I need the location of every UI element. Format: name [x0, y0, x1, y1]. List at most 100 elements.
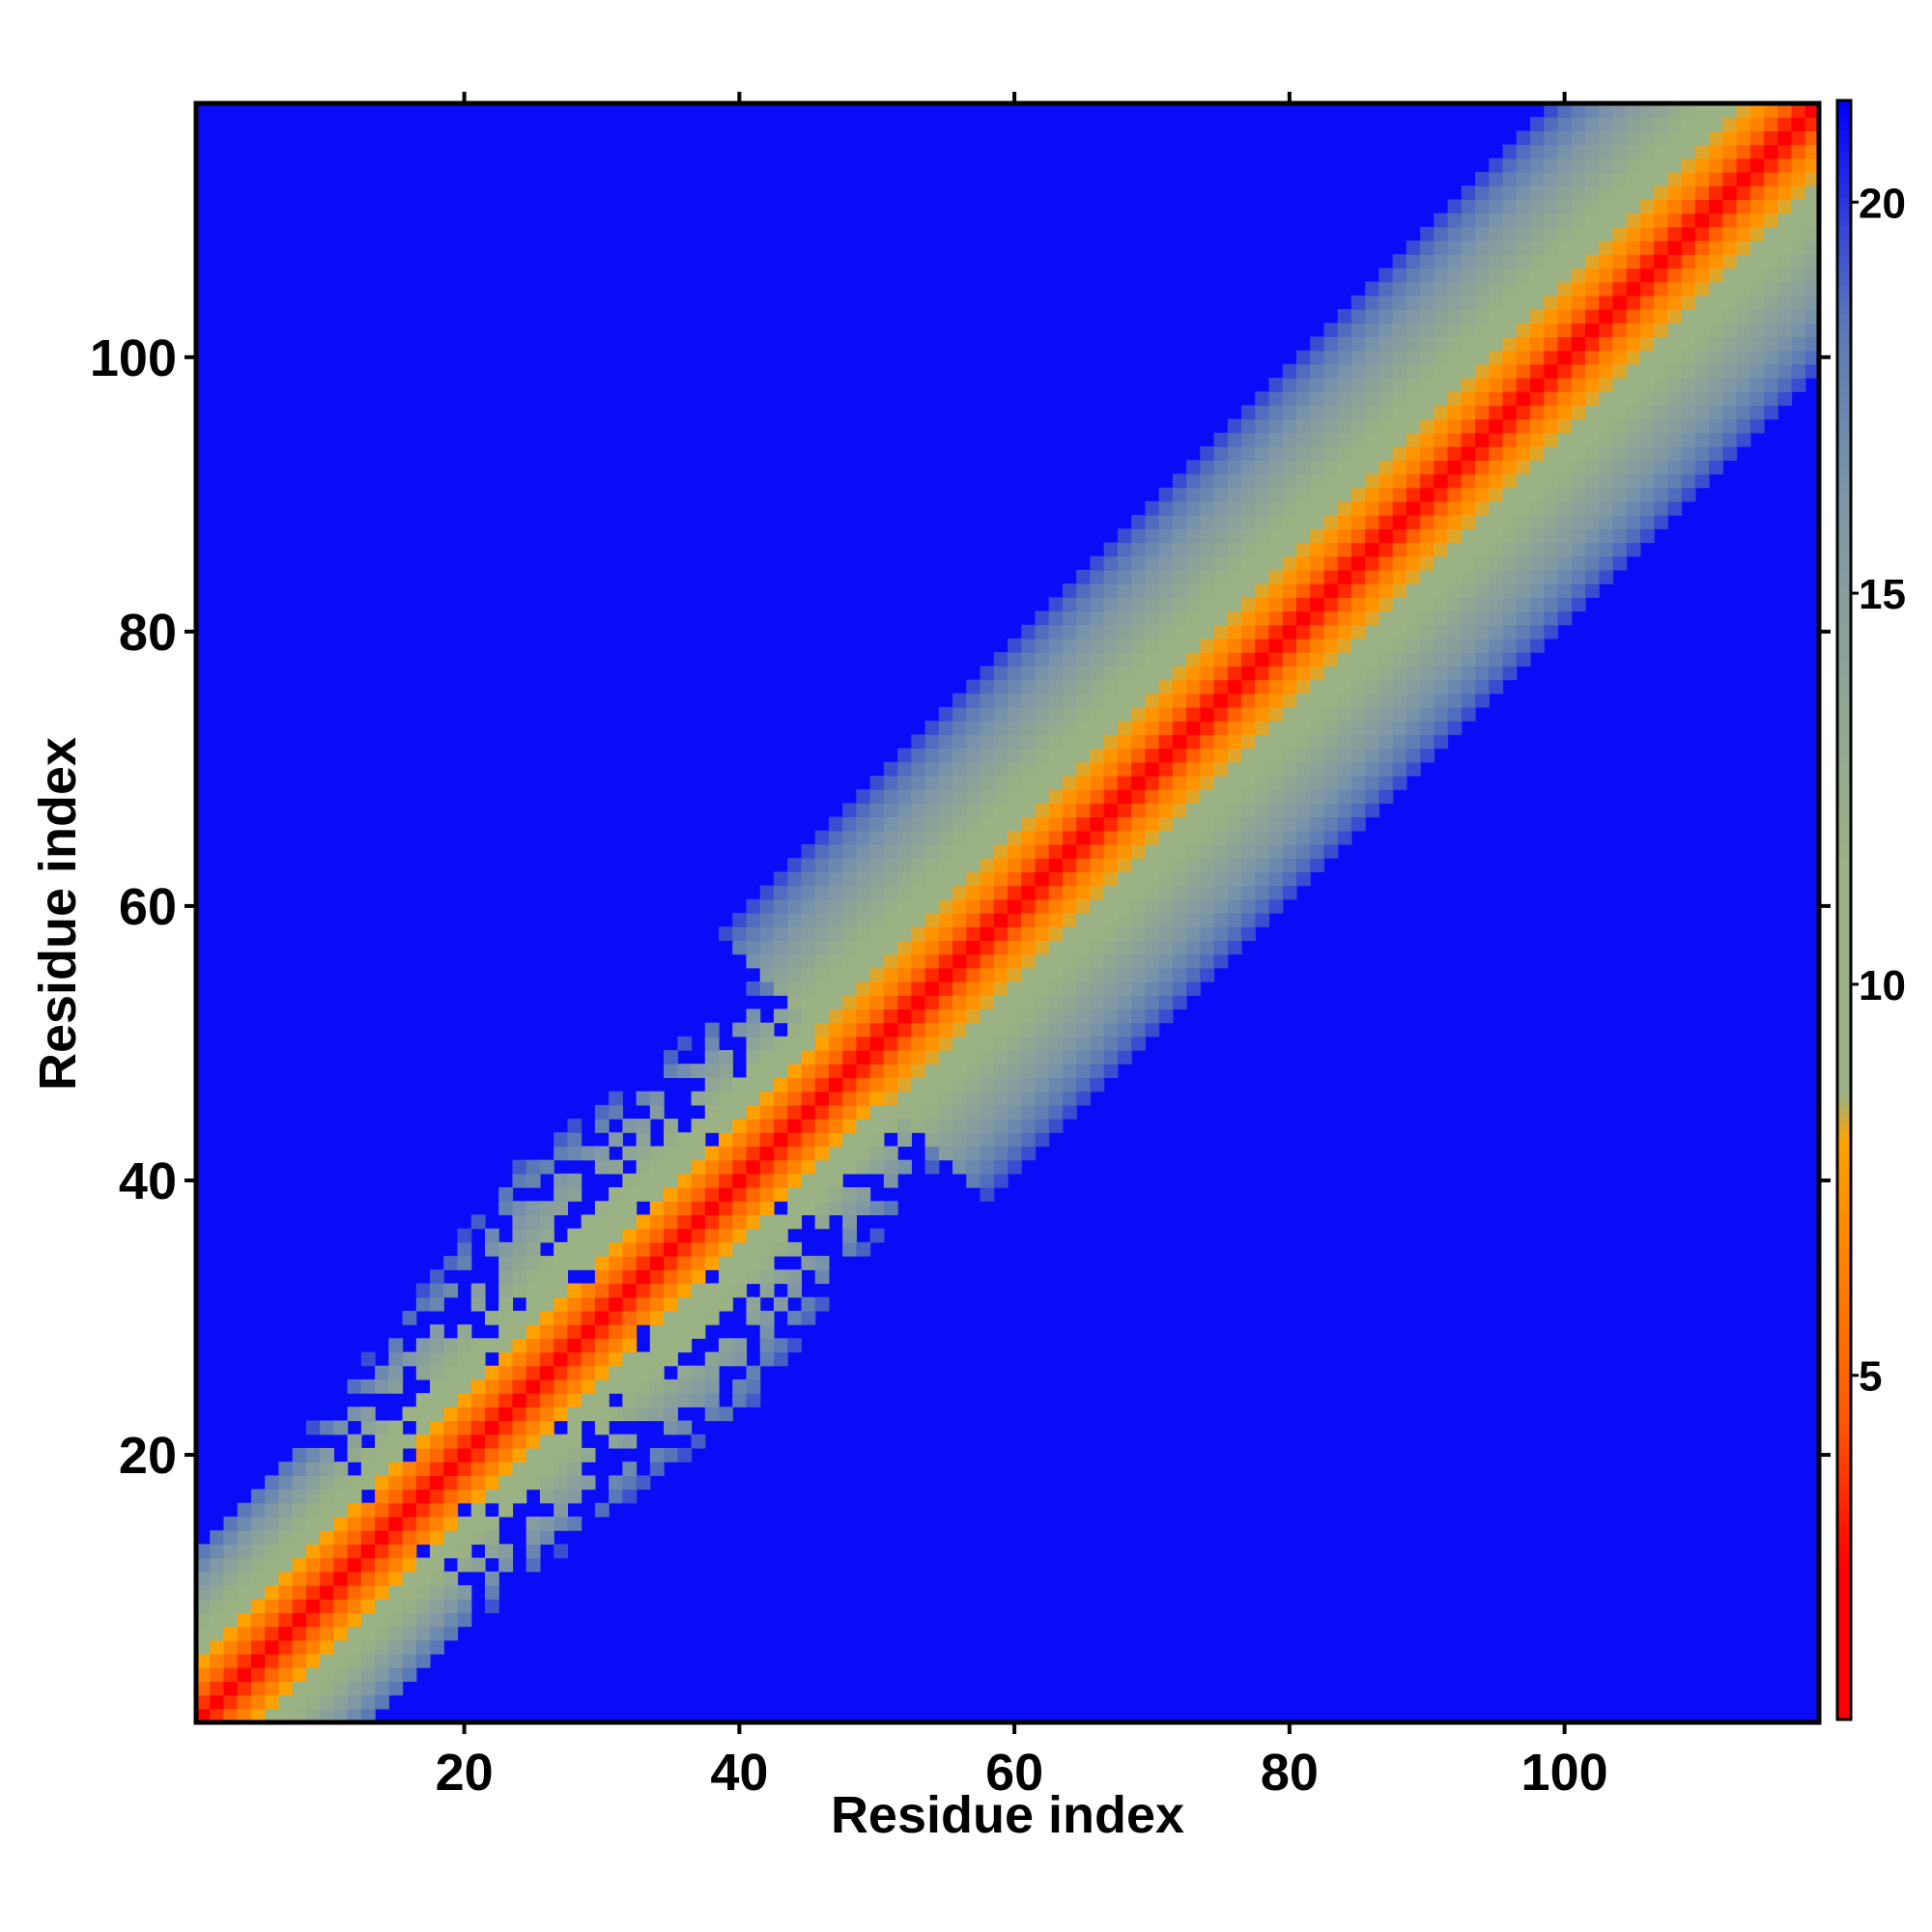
heatmap-cell	[1172, 967, 1187, 982]
heatmap-cell	[1213, 460, 1229, 475]
heatmap-cell	[773, 1077, 788, 1093]
heatmap-cell	[1048, 1091, 1064, 1106]
heatmap-cell	[1090, 816, 1105, 832]
heatmap-cell	[952, 967, 967, 982]
heatmap-cell	[402, 1475, 417, 1491]
heatmap-cell	[1434, 542, 1449, 557]
heatmap-cell	[1420, 542, 1435, 557]
heatmap-cell	[1626, 446, 1641, 461]
heatmap-cell	[1090, 830, 1105, 845]
heatmap-cell	[1804, 241, 1820, 255]
heatmap-cell	[526, 1241, 541, 1257]
heatmap-cell	[1667, 378, 1683, 392]
heatmap-cell	[567, 1489, 582, 1504]
heatmap-cell	[1764, 254, 1778, 270]
colorbar-segment	[1837, 490, 1851, 499]
heatmap-cell	[1584, 515, 1600, 529]
heatmap-cell	[1749, 363, 1765, 379]
heatmap-cell	[443, 1599, 459, 1613]
heatmap-cell	[1227, 885, 1242, 900]
heatmap-cell	[1295, 748, 1311, 763]
heatmap-cell	[1268, 693, 1284, 708]
heatmap-cell	[636, 1159, 651, 1175]
heatmap-cell	[759, 1104, 775, 1120]
colorbar-segment	[1837, 1064, 1851, 1073]
heatmap-cell	[1434, 350, 1449, 365]
heatmap-cell	[1392, 638, 1407, 653]
heatmap-cell	[498, 1420, 514, 1435]
heatmap-cell	[1571, 144, 1586, 159]
heatmap-cell	[1530, 432, 1545, 447]
heatmap-cell	[1599, 185, 1614, 201]
heatmap-cell	[759, 1338, 775, 1353]
heatmap-cell	[622, 1365, 638, 1380]
heatmap-cell	[649, 1173, 665, 1188]
heatmap-cell	[305, 1502, 321, 1518]
heatmap-cell	[1584, 542, 1600, 557]
heatmap-cell	[320, 1667, 334, 1682]
heatmap-cell	[1516, 432, 1531, 447]
heatmap-cell	[1544, 295, 1559, 310]
heatmap-cell	[1791, 323, 1806, 338]
heatmap-cell	[1571, 103, 1586, 118]
colorbar-segment	[1837, 181, 1851, 190]
heatmap-cell	[1461, 363, 1476, 379]
heatmap-cell	[924, 858, 940, 872]
heatmap-cell	[787, 1146, 803, 1161]
heatmap-cell	[1804, 336, 1820, 352]
heatmap-cell	[746, 1077, 761, 1093]
heatmap-cell	[938, 706, 953, 722]
heatmap-cell	[1158, 1009, 1174, 1024]
heatmap-cell	[1021, 748, 1037, 763]
colorbar-segment	[1837, 328, 1851, 337]
heatmap-cell	[1447, 569, 1463, 584]
heatmap-cell	[1268, 528, 1284, 544]
heatmap-cell	[1062, 843, 1077, 859]
heatmap-cell	[952, 1009, 967, 1024]
heatmap-cell	[415, 1584, 431, 1600]
heatmap-cell	[375, 1365, 389, 1380]
heatmap-cell	[375, 1544, 389, 1559]
heatmap-cell	[1172, 679, 1187, 695]
heatmap-cell	[457, 1241, 472, 1257]
heatmap-cell	[1544, 487, 1559, 502]
heatmap-cell	[1489, 350, 1504, 365]
heatmap-cell	[1530, 583, 1545, 598]
heatmap-cell	[787, 995, 803, 1010]
heatmap-cell	[993, 789, 1009, 804]
heatmap-cell	[1337, 748, 1352, 763]
heatmap-cell	[1420, 638, 1435, 653]
heatmap-cell	[691, 1159, 706, 1175]
heatmap-cell	[842, 858, 857, 872]
heatmap-cell	[622, 1201, 638, 1216]
heatmap-cell	[1158, 995, 1174, 1010]
heatmap-cell	[952, 871, 967, 887]
heatmap-cell	[1654, 130, 1668, 146]
heatmap-cell	[250, 1571, 266, 1586]
heatmap-cell	[897, 1132, 912, 1148]
heatmap-cell	[567, 1351, 582, 1367]
heatmap-cell	[677, 1420, 693, 1435]
heatmap-cell	[1323, 734, 1339, 750]
colorbar-tick-label: 20	[1859, 180, 1906, 227]
colorbar-segment	[1837, 1293, 1851, 1301]
heatmap-cell	[1200, 953, 1215, 969]
heatmap-cell	[1186, 789, 1201, 804]
heatmap-cell	[828, 1159, 843, 1175]
heatmap-cell	[746, 953, 761, 969]
heatmap-cell	[1502, 432, 1518, 447]
heatmap-cell	[484, 1338, 499, 1353]
heatmap-cell	[415, 1393, 431, 1407]
heatmap-cell	[1584, 323, 1600, 338]
heatmap-cell	[1654, 487, 1668, 502]
heatmap-cell	[1626, 323, 1641, 338]
heatmap-cell	[250, 1530, 266, 1545]
heatmap-cell	[952, 913, 967, 927]
heatmap-cell	[305, 1544, 321, 1559]
heatmap-cell	[1584, 487, 1600, 502]
heatmap-cell	[828, 1201, 843, 1216]
heatmap-cell	[1117, 706, 1132, 722]
heatmap-cell	[539, 1530, 554, 1545]
heatmap-cell	[1447, 500, 1463, 516]
